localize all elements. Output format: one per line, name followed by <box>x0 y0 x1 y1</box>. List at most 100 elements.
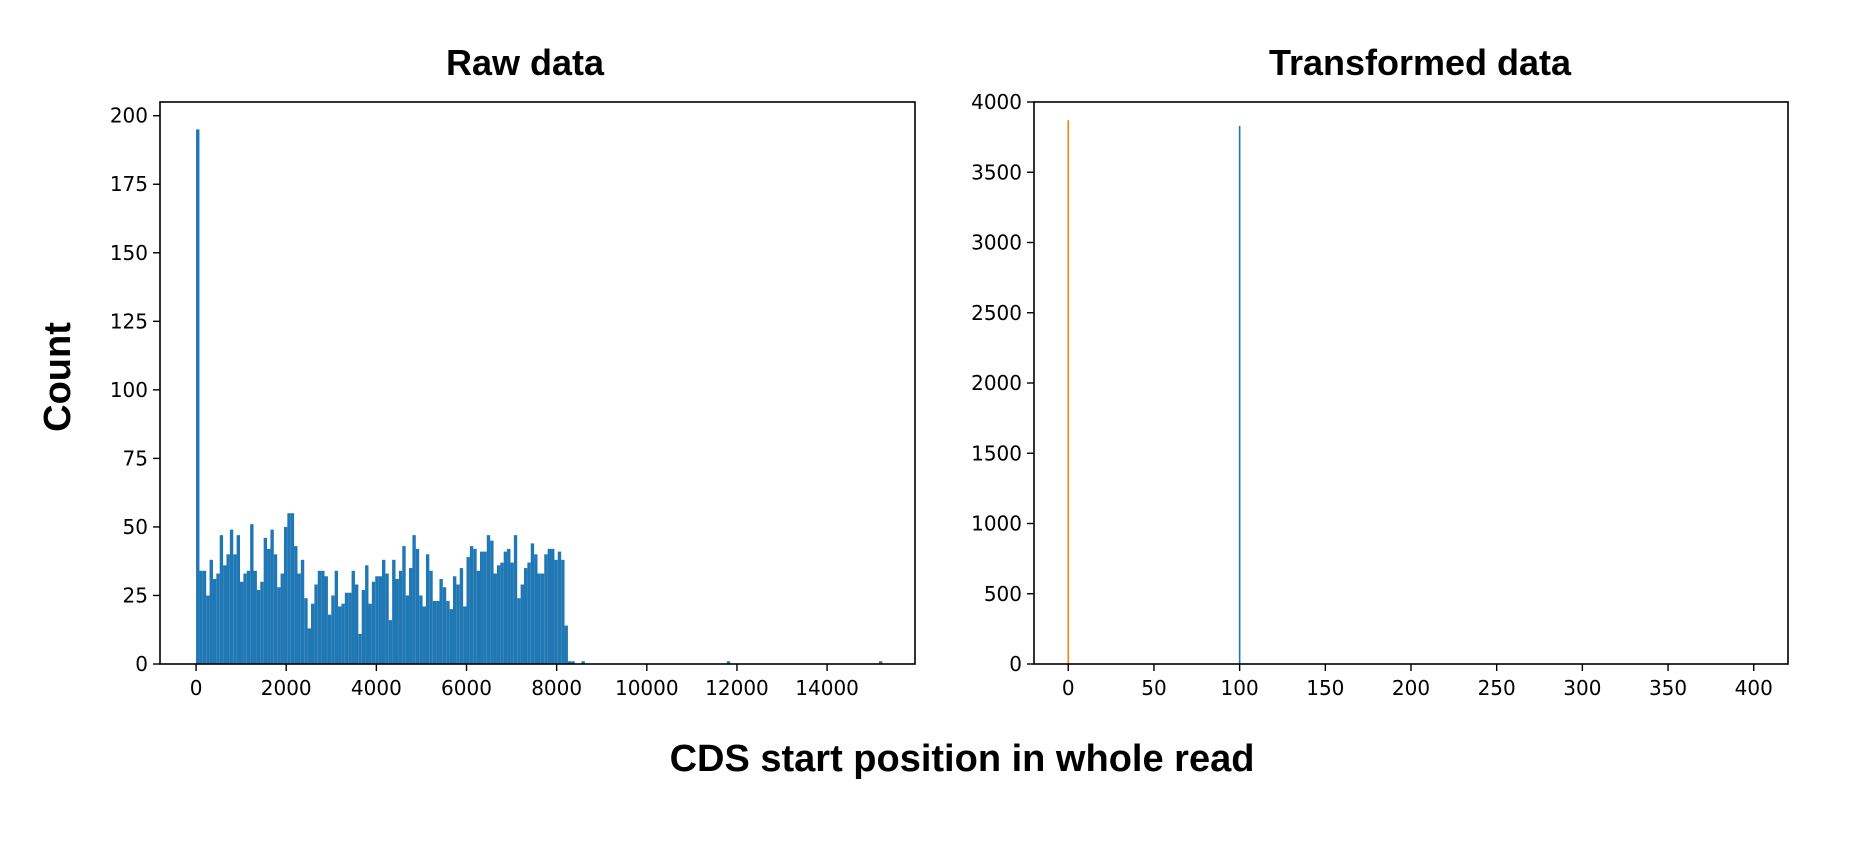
histogram-bar <box>503 551 508 664</box>
histogram-bar <box>253 570 257 664</box>
histogram-bar <box>341 603 345 664</box>
y-tick-label: 100 <box>110 378 148 402</box>
histogram-bar <box>334 570 339 664</box>
histogram-bar <box>243 573 247 664</box>
x-tick-label: 14000 <box>795 676 859 700</box>
x-tick-label: 8000 <box>531 676 582 700</box>
histogram-bar <box>371 581 376 664</box>
histogram-bar <box>476 570 481 664</box>
histogram-bar <box>206 595 210 664</box>
y-tick-label: 1500 <box>971 441 1022 465</box>
histogram-bar <box>267 548 271 664</box>
histogram-bar <box>338 606 342 664</box>
histogram-bar <box>530 543 535 664</box>
histogram-bar <box>378 576 382 664</box>
histogram-bar <box>567 661 572 664</box>
histogram-bar <box>412 535 416 664</box>
histogram-bar <box>442 587 447 664</box>
x-tick-label: 200 <box>1392 676 1430 700</box>
raw-data-panel: Raw data 0 2000 4000 6000 8000 10000 12000 1400… <box>110 42 916 700</box>
y-tick-label: 3000 <box>971 231 1022 255</box>
histogram-bar <box>300 559 305 664</box>
histogram-bar <box>510 562 514 664</box>
histogram-bar <box>456 584 460 664</box>
histogram-bar <box>520 584 524 664</box>
histogram-bar <box>513 535 518 664</box>
x-tick-label: 400 <box>1735 676 1773 700</box>
histogram-bar <box>246 570 251 664</box>
histogram-bar <box>263 537 268 664</box>
histogram-bar <box>493 573 497 664</box>
y-tick-label: 75 <box>123 446 148 470</box>
histogram-bar <box>527 562 531 664</box>
x-tick-label: 100 <box>1221 676 1259 700</box>
histogram-bar <box>236 535 241 664</box>
x-axis-label: CDS start position in whole read <box>670 738 1255 780</box>
histogram-bar <box>317 570 322 664</box>
histogram-bar <box>463 606 467 664</box>
y-axis-label: Count <box>37 322 79 432</box>
histogram-bar <box>878 661 883 664</box>
histogram-bar <box>1238 125 1241 664</box>
histogram-bar <box>507 548 511 664</box>
histogram-bar <box>196 129 200 664</box>
histogram-bar <box>534 554 538 664</box>
histogram-bar <box>283 526 288 664</box>
y-tick-label: 125 <box>110 309 148 333</box>
histogram-bars <box>196 129 883 664</box>
histogram-bar <box>486 535 491 664</box>
histogram-bar <box>439 579 443 664</box>
histogram-bar <box>480 551 484 664</box>
histogram-bar <box>500 562 504 664</box>
x-tick-label: 2000 <box>261 676 312 700</box>
histogram-bar <box>365 565 369 664</box>
histogram-bar <box>277 587 281 664</box>
histogram-bar <box>581 661 585 664</box>
histogram-bar <box>473 548 477 664</box>
y-tick-label: 0 <box>135 652 148 676</box>
y-tick-label: 50 <box>123 515 148 539</box>
y-tick-label: 200 <box>110 104 148 128</box>
histogram-bar <box>273 554 278 664</box>
histogram-bar <box>544 554 548 664</box>
histogram-bar <box>449 609 453 664</box>
histogram-bar <box>483 551 487 664</box>
histogram-bar <box>280 573 284 664</box>
histogram-bar <box>233 554 237 664</box>
histogram-bar <box>348 592 352 664</box>
histogram-bar <box>571 661 575 664</box>
histogram-bar <box>344 592 349 664</box>
transformed-data-panel: Transformed data 0 50 100 150 200 250 300 350 40… <box>971 42 1789 700</box>
histogram-bar <box>368 603 372 664</box>
histogram-bar <box>405 595 410 664</box>
x-tick-label: 350 <box>1649 676 1687 700</box>
histogram-bar <box>385 573 389 664</box>
y-tick-label: 1000 <box>971 512 1022 536</box>
panel-title: Raw data <box>446 42 605 83</box>
x-tick-label: 6000 <box>441 676 492 700</box>
histogram-bar <box>459 568 464 664</box>
y-tick-label: 500 <box>984 582 1022 606</box>
histogram-bar <box>395 579 399 664</box>
x-tick-label: 0 <box>190 676 203 700</box>
histogram-bar <box>381 559 386 664</box>
y-tick-label: 175 <box>110 172 148 196</box>
histogram-bar <box>311 603 315 664</box>
histogram-bar <box>358 633 362 664</box>
histogram-bar <box>436 600 440 664</box>
y-tick-label: 2500 <box>971 301 1022 325</box>
x-tick-label: 300 <box>1563 676 1601 700</box>
histogram-bar <box>209 559 213 664</box>
histogram-bar <box>409 568 413 664</box>
y-tick-label: 2000 <box>971 371 1022 395</box>
histogram-bar <box>466 557 470 664</box>
histogram-bar <box>425 554 430 664</box>
histogram-bar <box>219 535 224 664</box>
histogram-bar <box>321 570 325 664</box>
plot-frame <box>159 101 916 665</box>
histogram-bar <box>490 540 494 664</box>
histogram-bar <box>398 570 403 664</box>
x-tick-label: 250 <box>1478 676 1516 700</box>
histogram-bar <box>297 573 301 664</box>
histogram-bar <box>517 598 521 664</box>
